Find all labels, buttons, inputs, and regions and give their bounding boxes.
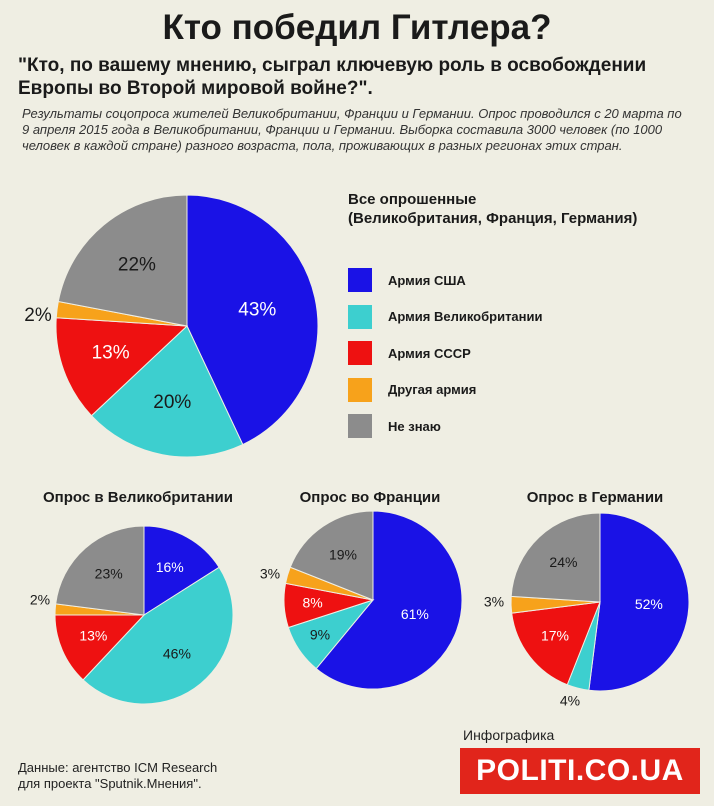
legend-title: Все опрошенные (Великобритания, Франция,… (348, 190, 637, 228)
pie-slice-usa (186, 194, 319, 446)
pie-label-ussr: 13% (79, 628, 107, 644)
legend: Армия США Армия Великобритании Армия ССС… (348, 262, 543, 445)
legend-swatch-other (348, 377, 372, 402)
pie-slice-dont-know (510, 512, 601, 603)
legend-swatch-dont-know (348, 414, 372, 439)
pie-uk: 16% 46% 13% 2% 23% (30, 525, 234, 705)
legend-swatch-usa (348, 268, 372, 293)
legend-item-dont-know: Не знаю (348, 408, 543, 445)
legend-item-other: Другая армия (348, 372, 543, 409)
source-line1: Данные: агентство ICM Research (18, 760, 218, 775)
pie-label-dont-know: 23% (95, 566, 123, 582)
pie-label-uk: 4% (560, 693, 580, 709)
pie-slice-ussr (55, 317, 189, 417)
pie-slice-usa (143, 525, 220, 616)
legend-label-usa: Армия США (388, 272, 466, 288)
legend-title-line2: (Великобритания, Франция, Германия) (348, 210, 638, 227)
infographic-label: Инфографика (463, 727, 555, 743)
legend-item-ussr: Армия СССР (348, 335, 543, 372)
survey-description: Результаты соцопроса жителей Великобрита… (22, 106, 682, 153)
legend-label-ussr: Армия СССР (388, 345, 471, 361)
legend-item-uk: Армия Великобритании (348, 299, 543, 336)
brand-logo: POLITI.CO.UA (460, 748, 700, 794)
pie-all-respondents: 43% 20% 13% 2% 22% (24, 194, 319, 458)
pie-label-dont-know: 24% (549, 554, 577, 570)
legend-swatch-uk (348, 304, 372, 329)
pie-label-uk: 9% (310, 627, 330, 643)
pie-france: 61% 9% 8% 3% 19% (260, 510, 463, 690)
legend-item-usa: Армия США (348, 262, 543, 299)
pie-label-ussr: 8% (302, 595, 322, 611)
source-note: Данные: агентство ICM Research для проек… (18, 760, 217, 792)
pie-slice-uk (90, 325, 244, 458)
chart-title-uk: Опрос в Великобритании (43, 489, 233, 506)
pie-slice-usa (588, 512, 690, 692)
chart-title-france: Опрос во Франции (299, 489, 441, 506)
legend-label-uk: Армия Великобритании (388, 309, 543, 325)
pie-label-other: 2% (30, 592, 50, 608)
pie-label-uk: 20% (153, 392, 191, 413)
pie-label-usa: 52% (635, 596, 663, 612)
legend-title-line1: Все опрошенные (348, 191, 477, 208)
legend-label-other: Другая армия (388, 382, 477, 398)
pie-label-dont-know: 22% (118, 254, 156, 275)
pie-label-usa: 43% (238, 299, 276, 320)
pie-slice-dont-know (55, 525, 145, 616)
pie-label-other: 2% (24, 305, 52, 326)
pie-label-ussr: 13% (92, 343, 130, 364)
legend-label-dont-know: Не знаю (388, 418, 441, 434)
survey-question: "Кто, по вашему мнению, сыграл ключевую … (18, 55, 647, 99)
pie-label-usa: 61% (401, 606, 429, 622)
chart-title-germany: Опрос в Германии (526, 489, 664, 506)
pie-slice-dont-know (57, 194, 188, 327)
pie-label-ussr: 17% (541, 628, 569, 644)
pie-label-dont-know: 19% (329, 547, 357, 563)
pie-slice-uk (82, 566, 234, 705)
pie-label-other: 3% (260, 566, 280, 582)
pie-germany: 52% 4% 17% 3% 24% (484, 512, 690, 709)
source-line2: для проекта "Sputnik.Мнения". (18, 776, 202, 791)
pie-slice-usa (315, 510, 463, 690)
page-title: Кто победил Гитлера? (162, 8, 552, 47)
pie-label-usa: 16% (156, 559, 184, 575)
pie-slice-ussr (54, 614, 146, 681)
pie-slice-ussr (511, 601, 601, 686)
pie-slice-dont-know (289, 510, 374, 601)
pie-label-uk: 46% (163, 645, 191, 661)
legend-swatch-ussr (348, 341, 372, 366)
pie-label-other: 3% (484, 594, 504, 610)
